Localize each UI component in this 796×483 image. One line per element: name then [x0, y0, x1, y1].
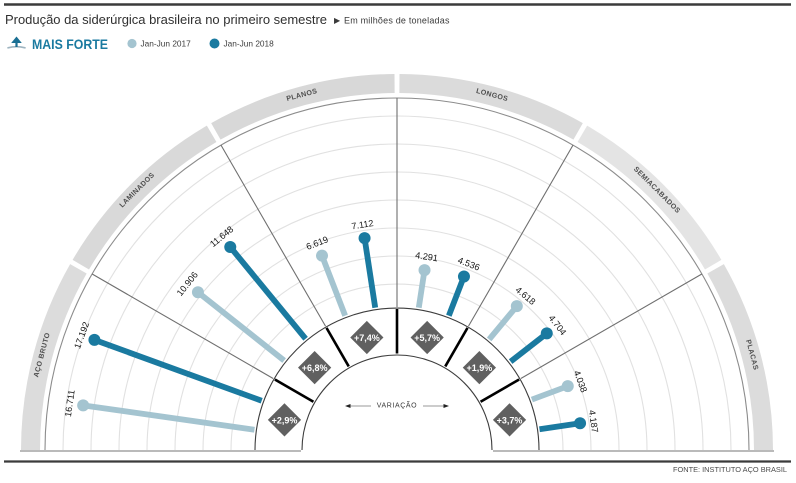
- svg-text:Produção da siderúrgica brasil: Produção da siderúrgica brasileira no pr…: [5, 12, 327, 27]
- svg-text:Jan-Jun 2017: Jan-Jun 2017: [141, 38, 192, 48]
- svg-text:+5,7%: +5,7%: [414, 333, 440, 343]
- svg-text:+7,4%: +7,4%: [354, 333, 380, 343]
- svg-text:16.711: 16.711: [63, 389, 77, 417]
- svg-text:VARIAÇÃO: VARIAÇÃO: [377, 401, 417, 410]
- svg-text:+2,9%: +2,9%: [272, 415, 298, 425]
- svg-text:MAIS FORTE: MAIS FORTE: [32, 36, 108, 52]
- svg-text:7.112: 7.112: [351, 218, 374, 231]
- svg-text:Em milhões de toneladas: Em milhões de toneladas: [344, 16, 450, 26]
- svg-text:+1,9%: +1,9%: [466, 363, 492, 373]
- svg-text:+3,7%: +3,7%: [497, 415, 523, 425]
- svg-text:+6,8%: +6,8%: [302, 363, 328, 373]
- svg-text:4.291: 4.291: [415, 250, 439, 263]
- svg-text:Jan-Jun 2018: Jan-Jun 2018: [224, 38, 275, 48]
- svg-text:▶: ▶: [334, 16, 341, 25]
- svg-text:FONTE: INSTITUTO AÇO BRASIL: FONTE: INSTITUTO AÇO BRASIL: [673, 465, 787, 474]
- svg-text:4.187: 4.187: [587, 409, 600, 433]
